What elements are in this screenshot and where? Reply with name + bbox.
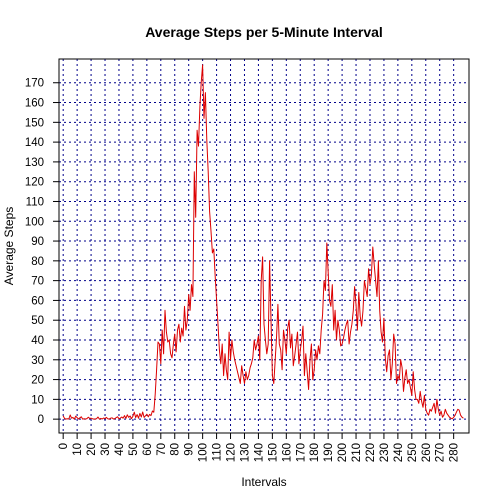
y-tick-label: 110 (26, 196, 44, 208)
y-tick-label: 50 (31, 315, 44, 327)
y-tick-label: 10 (31, 394, 44, 406)
y-tick-label: 90 (31, 236, 44, 248)
grid (59, 59, 469, 433)
x-tick-label: 130 (239, 443, 251, 462)
x-tick-label: 180 (309, 443, 321, 462)
y-tick-label: 70 (31, 276, 44, 288)
x-tick-label: 0 (58, 443, 70, 449)
x-tick-label: 110 (212, 443, 224, 461)
y-tick-label: 100 (25, 216, 44, 228)
x-tick-label: 100 (198, 443, 210, 462)
x-tick-label: 120 (226, 443, 238, 462)
x-tick-label: 220 (365, 443, 377, 462)
series-line (62, 64, 464, 420)
x-tick-label: 60 (142, 443, 154, 456)
y-tick-label: 30 (31, 355, 44, 367)
x-tick-label: 20 (86, 443, 98, 456)
x-tick-label: 270 (435, 443, 447, 462)
x-tick-label: 250 (407, 443, 419, 462)
x-tick-label: 140 (253, 443, 265, 462)
x-axis-label: Intervals (241, 475, 286, 489)
x-tick-label: 50 (128, 443, 140, 456)
x-tick-label: 80 (170, 443, 182, 456)
y-tick-label: 80 (31, 256, 44, 268)
y-axis: 0 10 20 30 40 50 60 70 80 90 100 110 120 130 140 150 160… (25, 78, 59, 426)
y-tick-label: 40 (31, 335, 44, 347)
x-tick-label: 70 (156, 443, 168, 456)
y-tick-label: 0 (38, 414, 44, 426)
x-tick-label: 160 (281, 443, 293, 462)
y-tick-label: 130 (25, 157, 44, 169)
y-tick-label: 140 (25, 137, 44, 149)
x-tick-label: 260 (421, 443, 433, 462)
x-tick-label: 280 (449, 443, 461, 462)
y-tick-label: 150 (25, 117, 44, 129)
plot-box (58, 58, 470, 434)
y-tick-label: 120 (25, 177, 44, 189)
y-tick-label: 20 (31, 375, 44, 387)
x-tick-label: 230 (379, 443, 391, 462)
chart-title: Average Steps per 5-Minute Interval (145, 24, 383, 40)
x-axis: 0 10 20 30 40 50 60 70 80 90 100 110 120 130 140 150 160… (58, 433, 461, 462)
x-tick-label: 240 (393, 443, 405, 462)
x-tick-label: 30 (100, 443, 112, 456)
x-tick-label: 200 (337, 443, 349, 462)
y-tick-label: 160 (25, 98, 44, 110)
y-tick-label: 60 (31, 295, 44, 307)
x-tick-label: 190 (323, 443, 335, 462)
x-tick-label: 90 (184, 443, 196, 456)
x-tick-label: 210 (351, 443, 363, 462)
x-tick-label: 40 (114, 443, 126, 456)
x-tick-label: 170 (295, 443, 307, 462)
x-tick-label: 150 (267, 443, 279, 462)
y-axis-label: Average Steps (2, 207, 16, 286)
y-tick-label: 170 (25, 78, 44, 90)
x-tick-label: 10 (72, 443, 84, 456)
